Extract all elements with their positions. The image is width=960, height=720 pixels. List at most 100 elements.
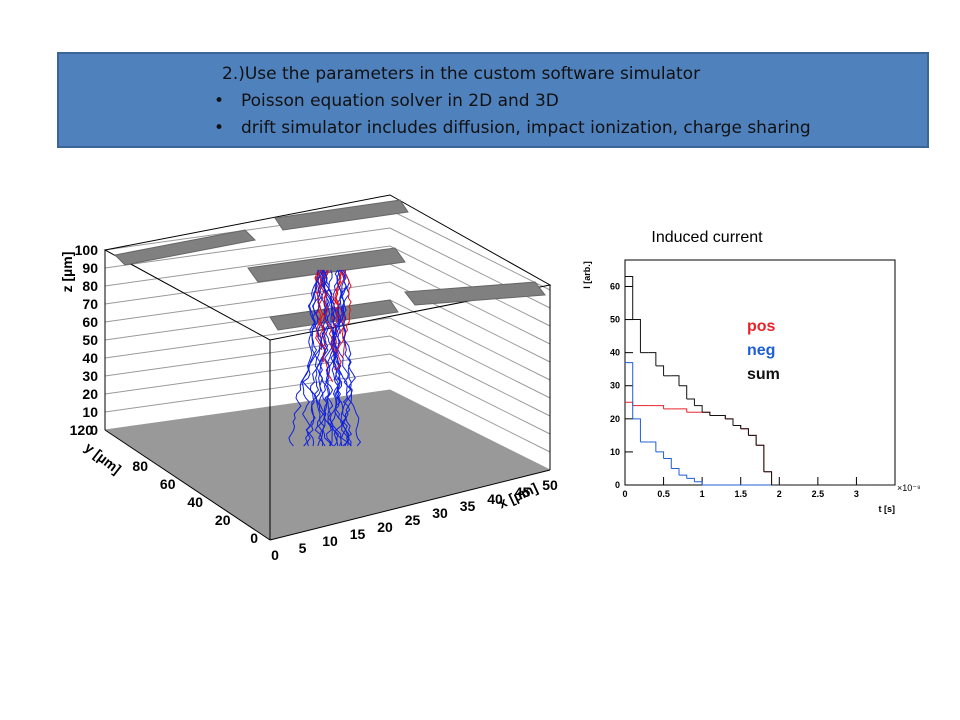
bullet-dot: • — [214, 118, 225, 138]
banner: 2.)Use the parameters in the custom soft… — [57, 52, 929, 148]
track — [315, 269, 334, 355]
track — [336, 269, 352, 371]
hist-step — [694, 481, 703, 485]
bullet: drift simulator includes diffusion, impa… — [241, 118, 811, 138]
hist-step — [763, 471, 773, 485]
x-tick-label: 3 — [854, 489, 859, 499]
x-tick-label: 1.5 — [734, 489, 747, 499]
hist-step — [686, 398, 695, 406]
grid-line — [104, 281, 551, 363]
y-tick-label: 0 — [250, 530, 258, 546]
hist-step — [679, 474, 688, 479]
hist-step — [655, 365, 665, 376]
y-tick-label: 20 — [610, 414, 620, 424]
y-tick-label: 10 — [610, 447, 620, 457]
y-tick-label: 40 — [187, 494, 203, 510]
legend-entry: sum — [747, 366, 780, 383]
hist-step — [694, 405, 703, 413]
hist-step — [725, 418, 734, 426]
z-tick-label: 100 — [75, 242, 99, 258]
y-axis-label: y [µm] — [82, 439, 125, 477]
grid-line — [104, 227, 551, 309]
hist-step — [632, 418, 641, 442]
hist-step — [679, 408, 688, 413]
y-tick-label: 40 — [610, 348, 620, 358]
hist-step — [655, 405, 665, 409]
hist-step — [733, 424, 742, 429]
x-tick-label: 1 — [700, 489, 705, 499]
track — [288, 269, 325, 447]
track — [302, 270, 322, 447]
track — [330, 269, 351, 447]
track — [322, 269, 342, 447]
grid-line — [104, 371, 551, 453]
z-tick-label: 90 — [82, 260, 98, 276]
chart-title: Induced current — [651, 229, 763, 246]
heading: 2.)Use the parameters in the custom soft… — [222, 64, 701, 84]
hist-step — [686, 477, 695, 482]
hist-step — [748, 434, 757, 446]
track — [341, 269, 352, 447]
box-edge — [269, 469, 551, 541]
x-tick-label: 50 — [542, 477, 558, 493]
hist-step — [740, 428, 749, 436]
hist-step — [717, 415, 726, 419]
x-tick-label: 45 — [515, 484, 531, 500]
track — [301, 269, 324, 447]
z-tick-label: 40 — [82, 350, 98, 366]
floor — [105, 390, 550, 540]
hist-step — [702, 411, 711, 416]
hist-step — [625, 362, 634, 419]
z-tick-label: 80 — [82, 278, 98, 294]
legend-entry: pos — [747, 318, 776, 335]
x-tick-label: 40 — [487, 491, 503, 507]
hist-step — [756, 444, 765, 472]
hist-step — [671, 467, 680, 476]
z-tick-label: 70 — [82, 296, 98, 312]
hist-step — [655, 451, 665, 459]
x-axis-label: t [s] — [879, 504, 896, 514]
x-tick-label: 15 — [350, 526, 366, 542]
hist-step — [671, 375, 680, 386]
hist-step — [625, 276, 634, 320]
track — [325, 269, 353, 447]
grid-line — [104, 335, 551, 417]
x-tick-label: 10 — [322, 533, 338, 549]
electrodes — [113, 199, 546, 331]
y-tick-label: 60 — [610, 281, 620, 291]
tracks — [288, 269, 362, 447]
y-tick-label: 120 — [70, 422, 94, 438]
bullet: Poisson equation solver in 2D and 3D — [241, 91, 559, 111]
x-tick-label: 25 — [405, 512, 421, 528]
legend-entry: neg — [747, 342, 775, 359]
bullet-dot: • — [214, 91, 225, 111]
y-tick-label: 30 — [610, 381, 620, 391]
grid-line — [104, 389, 551, 471]
track — [316, 269, 327, 363]
hist-step — [763, 471, 773, 485]
track — [333, 269, 343, 355]
x-tick-label: 5 — [299, 540, 307, 556]
z-tick-label: 20 — [82, 386, 98, 402]
track — [315, 269, 334, 447]
x-tick-label: 30 — [432, 505, 448, 521]
x-tick-label: 0 — [271, 547, 279, 560]
z-tick-label: 60 — [82, 314, 98, 330]
hist-step — [632, 319, 641, 353]
z-tick-label: 30 — [82, 368, 98, 384]
track — [318, 269, 362, 447]
y-tick-label: 20 — [215, 512, 231, 528]
hist-step — [663, 458, 672, 469]
box-edge — [104, 429, 271, 541]
hist-step — [625, 401, 634, 406]
grid-line — [104, 317, 551, 399]
z-tick-label: 50 — [82, 332, 98, 348]
hist-step — [740, 428, 749, 436]
y-tick-label: 80 — [132, 458, 148, 474]
track — [317, 269, 341, 447]
y-tick-label: 50 — [610, 315, 620, 325]
track — [334, 269, 356, 447]
hist-step — [756, 444, 765, 472]
